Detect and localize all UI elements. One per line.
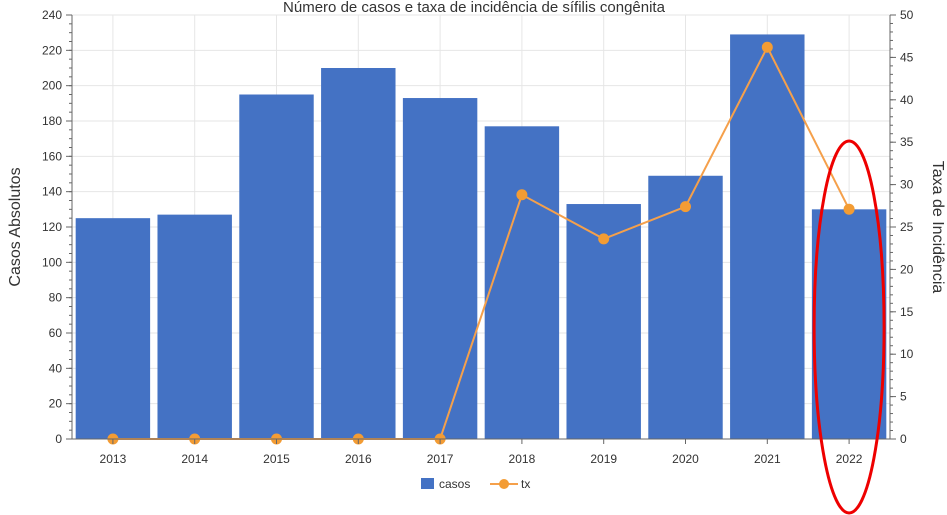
y-tick-label: 80: [49, 291, 63, 305]
bar-2020: [648, 175, 723, 439]
bar-series-casos: [75, 34, 887, 440]
y-tick-label: 60: [49, 326, 63, 340]
y2-tick-label: 45: [900, 50, 914, 64]
bar-2013: [75, 218, 151, 439]
bar-2017: [402, 98, 478, 440]
legend-swatch-tx-marker: [499, 479, 509, 489]
x-tick-label-2017: 2017: [427, 452, 454, 466]
y-tick-label: 200: [42, 79, 62, 93]
y-tick-label: 240: [42, 8, 62, 22]
y2-tick-label: 40: [900, 93, 914, 107]
y2-tick-label: 20: [900, 262, 914, 276]
x-tick-label-2013: 2013: [100, 452, 127, 466]
x-tick-label-2020: 2020: [672, 452, 699, 466]
y2-tick-label: 50: [900, 8, 914, 22]
y-tick-label: 100: [42, 255, 62, 269]
y-tick-label: 120: [42, 220, 62, 234]
legend[interactable]: casos tx: [421, 477, 530, 491]
x-tick-label-2021: 2021: [754, 452, 781, 466]
bar-2014: [157, 214, 232, 439]
y2-tick-label: 15: [900, 305, 914, 319]
tx-point-2018: [516, 189, 528, 201]
tx-point-2021: [761, 41, 773, 53]
y-tick-label: 20: [49, 397, 63, 411]
bar-2022: [811, 209, 887, 439]
bar-2021: [730, 34, 805, 439]
x-tick-label-2019: 2019: [590, 452, 617, 466]
y2-tick-label: 5: [900, 390, 907, 404]
chart-title: Número de casos e taxa de incidência de …: [283, 0, 666, 16]
y-axis-label: Casos Absolutos: [7, 167, 24, 286]
y2-axis-label: Taxa de Incidência: [929, 161, 946, 294]
y-tick-label: 160: [42, 149, 62, 163]
left-axis-ticks: 0 20 40 60 80 100 120 140 160 180 200 220 240: [42, 8, 72, 446]
highlight-ellipse: [812, 139, 886, 515]
bar-2015: [239, 94, 314, 439]
y-tick-label: 140: [42, 185, 62, 199]
x-tick-label-2015: 2015: [263, 452, 290, 466]
y2-tick-label: 10: [900, 347, 914, 361]
x-tick-label-2018: 2018: [509, 452, 536, 466]
legend-label-casos: casos: [439, 477, 470, 491]
tx-point-2019: [598, 233, 610, 245]
x-axis-ticks: 2013 2014 2015 2016 2017 2018 2019 2020 2021 2022: [100, 439, 863, 466]
y2-tick-label: 30: [900, 178, 914, 192]
y2-tick-label: 25: [900, 220, 914, 234]
tx-point-2020: [680, 201, 691, 213]
y-tick-label: 180: [42, 114, 62, 128]
right-axis-ticks: 0 5 10 15 20 25 30 35 40 45 50: [890, 8, 914, 446]
bar-2018: [484, 126, 560, 440]
y-tick-label: 220: [42, 43, 62, 57]
legend-swatch-casos: [421, 478, 434, 489]
y2-tick-label: 35: [900, 135, 914, 149]
x-tick-label-2014: 2014: [181, 452, 208, 466]
legend-label-tx: tx: [521, 477, 530, 491]
y-tick-label: 40: [49, 361, 63, 375]
x-tick-label-2016: 2016: [345, 452, 372, 466]
x-tick-label-2022: 2022: [836, 452, 863, 466]
y-tick-label: 0: [55, 432, 62, 446]
bar-2016: [321, 68, 396, 439]
tx-point-2022: [843, 203, 855, 215]
y2-tick-label: 0: [900, 432, 907, 446]
